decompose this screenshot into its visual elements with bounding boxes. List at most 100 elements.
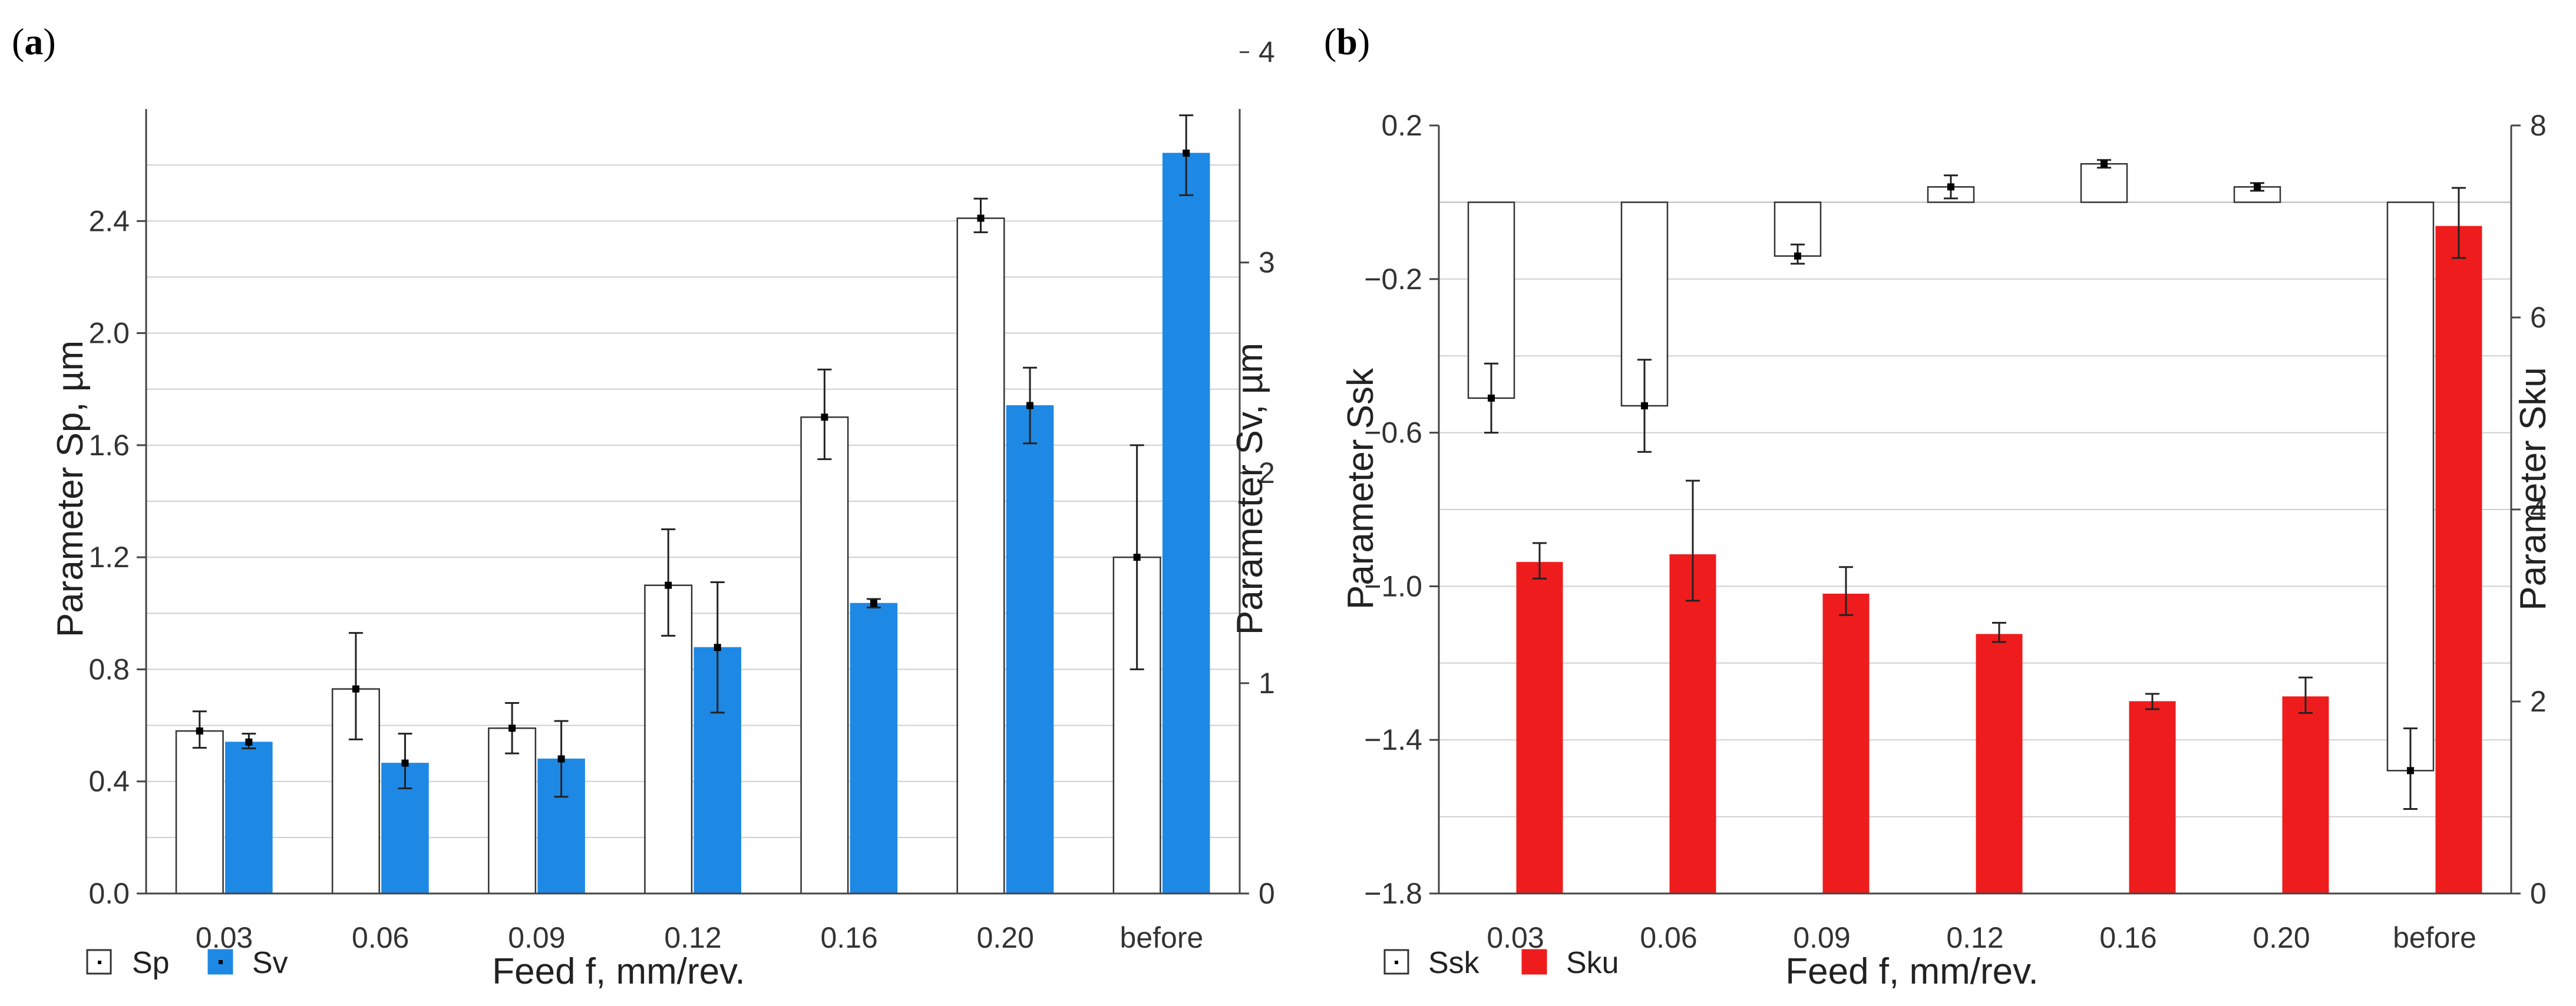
mean-marker <box>352 685 359 693</box>
legend-swatch-sp-marker <box>98 961 101 964</box>
right-tick-label: 6 <box>2530 301 2547 334</box>
right-tick-label: 3 <box>1259 246 1275 279</box>
category-label: 0.12 <box>664 921 721 954</box>
left-tick-label: 0.0 <box>88 877 130 910</box>
legend-swatch-ssk-marker <box>1395 961 1398 964</box>
legend-swatch-ssk <box>1383 949 1409 975</box>
mean-marker <box>196 727 203 735</box>
left-tick-label: −0.6 <box>1364 416 1422 449</box>
category-label: 0.06 <box>352 921 409 954</box>
mean-marker <box>821 413 828 421</box>
category-label: 0.09 <box>508 921 565 954</box>
bar-sku <box>1822 593 1870 894</box>
mean-marker <box>977 214 985 222</box>
left-tick-label: 1.2 <box>88 541 130 574</box>
legend-swatch-sp <box>86 949 112 975</box>
category-label: 0.03 <box>1487 921 1544 954</box>
mean-marker <box>508 724 516 732</box>
left-tick-label: 2.4 <box>88 204 130 237</box>
y-axis-right-label: Parameter Sku <box>2513 367 2554 611</box>
bar-ssk <box>2386 201 2435 772</box>
bar-sp <box>488 727 537 895</box>
mean-marker <box>870 600 877 607</box>
bar-sku <box>1976 634 2023 894</box>
left-tick-label: −1.4 <box>1364 723 1422 756</box>
category-label: 0.20 <box>977 921 1034 954</box>
mean-marker <box>2101 160 2108 168</box>
right-tick-label: 4 <box>2530 493 2547 526</box>
left-tick-label: −1.0 <box>1364 570 1422 603</box>
category-label: 0.20 <box>2253 921 2310 954</box>
mean-marker <box>2254 183 2261 191</box>
right-tick-label: 8 <box>2530 109 2547 142</box>
bar-sp <box>800 416 849 895</box>
right-tick-label: 1 <box>1259 667 1275 700</box>
bar-sku <box>1669 554 1716 894</box>
left-tick-label: 1.6 <box>88 429 130 462</box>
bar-sku <box>2129 701 2176 894</box>
mean-marker <box>1641 402 1648 409</box>
mean-marker <box>557 755 565 763</box>
mean-marker <box>1947 183 1954 191</box>
mean-marker <box>1488 394 1495 402</box>
bar-sku <box>2435 226 2482 894</box>
legend-swatch-sv-marker <box>219 960 223 964</box>
right-tick-label: 0 <box>1259 877 1275 910</box>
chart-panel-b: (b) −1.8 −1.4 −1.0 −0.6 −0.2 0.2 0 2 4 6 8 0.03 0.… <box>1324 21 2554 992</box>
legend-label-sku: Sku <box>1566 946 1619 980</box>
y-axis-right-label: Parameter Sv, µm <box>1230 343 1270 635</box>
mean-marker <box>714 644 721 651</box>
chart-panel-a: (a) 0.0 0.4 0.8 1.2 1.6 2.0 2.4 0 1 2 3 4 0.03 0.06… <box>12 21 1275 992</box>
mean-marker <box>1794 252 1801 260</box>
category-label: before <box>2393 921 2476 954</box>
bar-sp <box>331 688 380 895</box>
legend-label-sv: Sv <box>252 946 288 980</box>
left-tick-label: 2.0 <box>88 317 130 350</box>
category-label: 0.16 <box>820 921 877 954</box>
left-tick-label: 0.8 <box>88 653 130 686</box>
bar-sv <box>1162 153 1210 894</box>
legend: Ssk Sku <box>1383 946 1619 980</box>
left-tick-label: −1.8 <box>1364 877 1422 910</box>
y-axis-left-label: Parameter Sp, µm <box>50 340 91 637</box>
mean-marker <box>1133 554 1141 561</box>
category-label: before <box>1120 921 1204 954</box>
right-tick-label: 4 <box>1259 36 1275 69</box>
x-axis-label: Feed f, mm/rev. <box>1785 951 2039 992</box>
panel-a-label: (a) <box>12 21 56 62</box>
category-label: 0.09 <box>1793 921 1850 954</box>
bar-sp <box>175 730 224 895</box>
bar-sp <box>644 584 693 895</box>
mean-marker <box>401 759 409 767</box>
category-label: 0.03 <box>196 921 253 954</box>
legend-swatch-sku <box>1521 949 1547 975</box>
mean-marker <box>665 581 672 589</box>
bar-sv <box>1006 405 1054 894</box>
bar-sku <box>2282 696 2329 894</box>
left-tick-label: −0.2 <box>1364 263 1422 296</box>
right-tick-label: 2 <box>1259 456 1275 489</box>
bar-sku <box>1516 562 1563 894</box>
left-tick-label: 0.2 <box>1381 109 1422 142</box>
legend-label-ssk: Ssk <box>1428 946 1480 980</box>
left-tick-label: 0.4 <box>88 765 130 798</box>
bar-sp <box>956 217 1005 895</box>
bar-ssk <box>2080 163 2128 203</box>
legend: Sp Sv <box>86 946 288 980</box>
mean-marker <box>1026 402 1034 409</box>
category-label: 0.16 <box>2099 921 2156 954</box>
mean-marker <box>245 738 253 746</box>
category-label: 0.06 <box>1640 921 1697 954</box>
bar-sv <box>850 603 898 894</box>
right-tick-label: 0 <box>2530 877 2547 910</box>
mean-marker <box>1183 149 1190 157</box>
panel-b-label: (b) <box>1324 21 1370 62</box>
y-axis-left-label: Parameter Ssk <box>1340 368 1381 610</box>
legend-label-sp: Sp <box>132 946 170 980</box>
mean-marker <box>2407 767 2414 775</box>
bar-ssk <box>1620 201 1669 407</box>
x-axis-label: Feed f, mm/rev. <box>492 951 745 992</box>
category-label: 0.12 <box>1946 921 2003 954</box>
bar-sv <box>225 742 273 894</box>
